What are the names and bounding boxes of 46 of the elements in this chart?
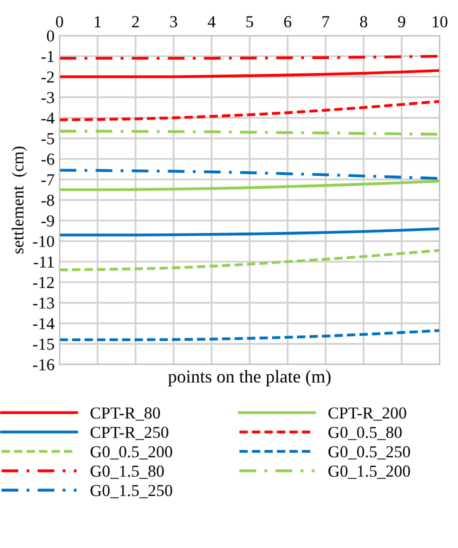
y-tick-label: -15 [33,338,54,350]
legend-label: G0_0.5_80 [328,426,402,440]
x-tick-label: 8 [360,16,368,28]
y-tick-label: -12 [33,276,54,288]
y-tick-label: -8 [41,194,54,206]
legend-label: CPT-R_250 [90,426,168,440]
line-series [60,329,440,342]
x-tick-label: 7 [322,16,330,28]
x-tick-label: 0 [56,16,64,28]
y-tick-label: -10 [33,236,54,248]
legend-label: G0_0.5_200 [90,446,172,460]
y-tick-label: -9 [41,215,54,227]
x-tick-label: 1 [94,16,101,28]
line-series [60,168,440,180]
legend-label: G0_1.5_250 [90,484,172,498]
y-axis-title: settlement (cm) [12,146,27,254]
y-tick-label: -3 [41,92,54,104]
line-series [60,248,440,272]
x-tick-label: 9 [398,16,406,28]
y-tick-label: -1 [41,50,54,62]
y-tick-label: 0 [46,30,54,42]
y-tick-label: -7 [41,174,54,186]
legend-label: CPT-R_200 [328,407,406,421]
legend-label: G0_1.5_200 [328,466,410,479]
line-series [60,100,440,122]
line-series [60,69,440,78]
y-tick-label: -13 [33,298,54,309]
line-series [60,180,440,192]
x-tick-label: 10 [432,16,448,28]
y-tick-label: -2 [41,71,54,83]
y-tick-label: -14 [33,318,54,330]
x-tick-label: 6 [284,16,292,28]
y-tick-label: -6 [41,154,54,165]
y-tick-label: -11 [34,256,54,268]
x-axis-title: points on the plate (m) [168,370,331,386]
x-tick-label: 4 [208,16,216,28]
x-tick-label: 5 [246,16,254,28]
line-series [60,227,440,236]
legend-label: G0_1.5_80 [90,466,164,479]
legend-label: CPT-R_80 [90,407,160,421]
y-tick-label: -16 [33,359,54,370]
legend-label: G0_0.5_250 [328,446,410,460]
x-tick-label: 3 [170,16,178,28]
y-tick-label: -4 [41,112,54,124]
x-tick-label: 2 [132,16,139,28]
y-tick-label: -5 [41,133,54,144]
